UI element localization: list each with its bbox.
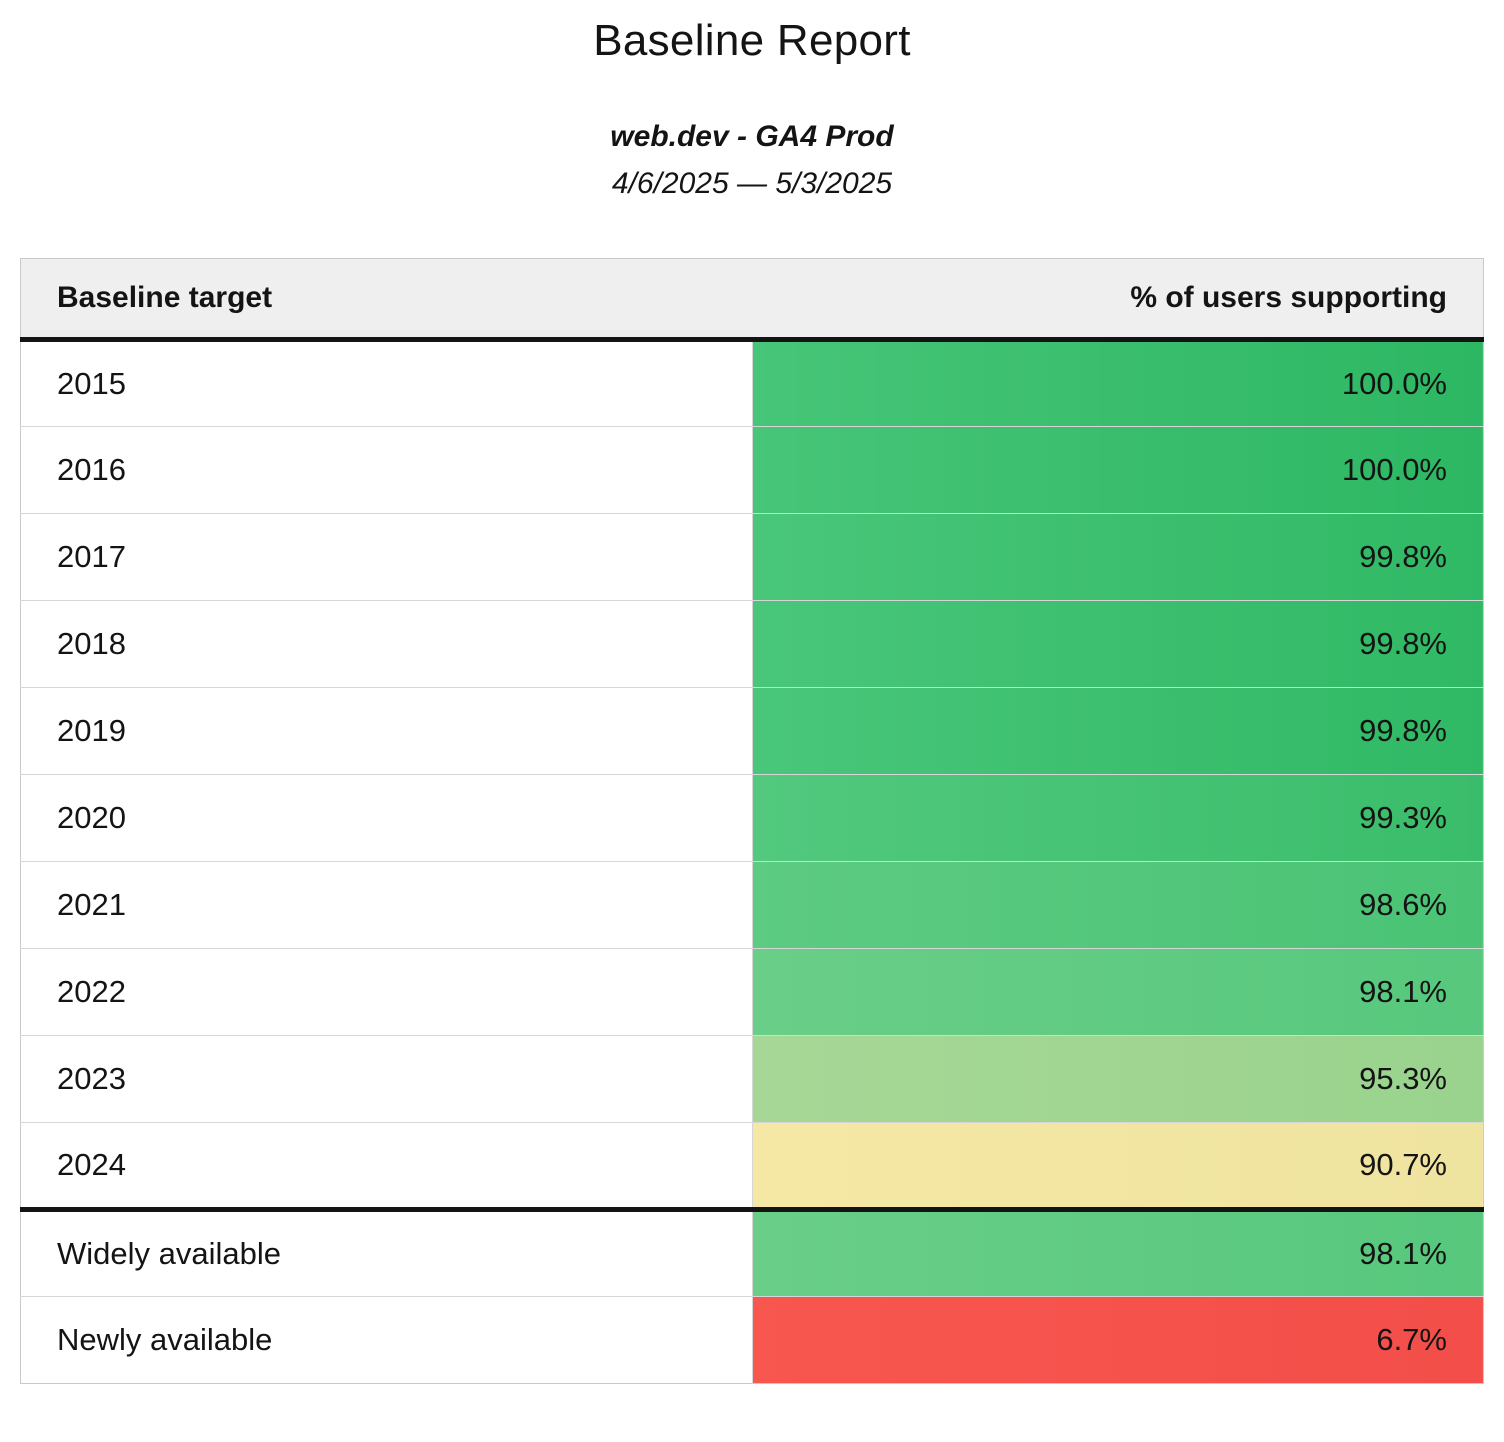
baseline-target-cell: 2022 xyxy=(20,948,753,1036)
baseline-target-cell: Widely available xyxy=(20,1207,753,1297)
report-date-range: 4/6/2025 — 5/3/2025 xyxy=(611,167,893,200)
baseline-target-cell: Newly available xyxy=(20,1296,753,1384)
support-percentage-cell: 98.1% xyxy=(752,948,1484,1036)
support-percentage-cell: 98.1% xyxy=(752,1207,1484,1297)
table-row: 2020 99.3% xyxy=(20,774,1484,862)
baseline-target-cell: 2020 xyxy=(20,774,753,862)
support-percentage-cell: 95.3% xyxy=(752,1035,1484,1123)
support-percentage-cell: 98.6% xyxy=(752,861,1484,949)
support-percentage-cell: 100.0% xyxy=(752,426,1484,514)
baseline-target-cell: 2019 xyxy=(20,687,753,775)
baseline-target-cell: 2024 xyxy=(20,1122,753,1210)
baseline-target-cell: 2016 xyxy=(20,426,753,514)
support-percentage-cell: 99.8% xyxy=(752,687,1484,775)
table-row: 2023 95.3% xyxy=(20,1035,1484,1123)
support-percentage-cell: 100.0% xyxy=(752,339,1484,427)
table-row: 2015 100.0% xyxy=(20,339,1484,427)
baseline-target-cell: 2023 xyxy=(20,1035,753,1123)
support-percentage-cell: 99.8% xyxy=(752,513,1484,601)
baseline-target-cell: 2018 xyxy=(20,600,753,688)
column-header-baseline-target: Baseline target xyxy=(20,258,752,342)
baseline-target-cell: 2015 xyxy=(20,339,753,427)
table-row-widely-available: Widely available 98.1% xyxy=(20,1207,1484,1297)
baseline-report-table: Baseline target % of users supporting 20… xyxy=(20,258,1484,1384)
table-row: 2017 99.8% xyxy=(20,513,1484,601)
report-property-name: web.dev - GA4 Prod xyxy=(610,120,894,153)
baseline-target-cell: 2017 xyxy=(20,513,753,601)
column-header-users-supporting: % of users supporting xyxy=(752,258,1484,342)
table-row: 2018 99.8% xyxy=(20,600,1484,688)
table-row: 2022 98.1% xyxy=(20,948,1484,1036)
support-percentage-cell: 6.7% xyxy=(752,1296,1484,1384)
report-title: Baseline Report xyxy=(593,16,911,65)
table-header-row: Baseline target % of users supporting xyxy=(20,258,1484,342)
table-row-newly-available: Newly available 6.7% xyxy=(20,1296,1484,1384)
baseline-target-cell: 2021 xyxy=(20,861,753,949)
table-row: 2024 90.7% xyxy=(20,1122,1484,1210)
table-row: 2021 98.6% xyxy=(20,861,1484,949)
table-row: 2019 99.8% xyxy=(20,687,1484,775)
support-percentage-cell: 90.7% xyxy=(752,1122,1484,1210)
table-row: 2016 100.0% xyxy=(20,426,1484,514)
support-percentage-cell: 99.3% xyxy=(752,774,1484,862)
support-percentage-cell: 99.8% xyxy=(752,600,1484,688)
